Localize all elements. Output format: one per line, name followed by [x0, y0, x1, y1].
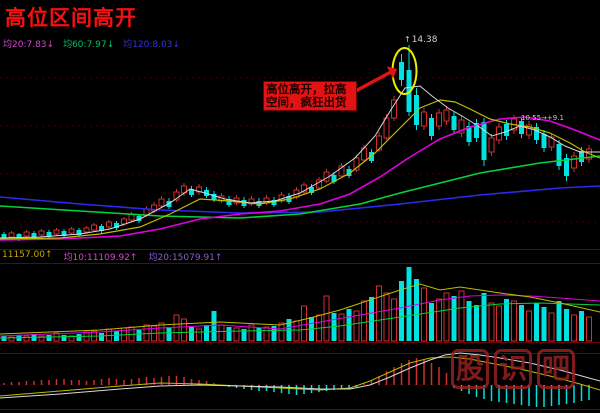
annotation-callout-box: 高位高开，拉高 空间，疯狂出货 — [263, 81, 357, 111]
high-price-marker: ↑ 14.38 — [404, 35, 437, 45]
volume-ma20-label: 均20:15079.91↑ — [148, 253, 223, 263]
volume-indicator-row: 11157.00↑ 均10:11109.92↑ 均20:15079.91↑ — [2, 250, 222, 263]
watermark-char: 识 — [494, 349, 533, 389]
ma120-label: 均120:8.03↓ — [123, 40, 180, 50]
watermark-char: 股 — [451, 349, 490, 389]
ma60-label: 均60:7.97↓ — [63, 40, 115, 50]
high-price-value: 14.38 — [411, 35, 438, 45]
watermark-char: 吧 — [537, 349, 576, 389]
watermark-stamp: 股 识 吧 — [451, 349, 576, 389]
last-price-hint: 10.55→+9.1 — [521, 114, 564, 122]
annotation-line-1: 高位高开，拉高 — [266, 82, 347, 96]
main-ma-indicator-row: 均20:7.83↓ 均60:7.97↓ 均120:8.03↓ — [3, 37, 180, 50]
annotation-line-2: 空间，疯狂出货 — [266, 95, 347, 109]
volume-ma10-label: 均10:11109.92↑ — [63, 253, 138, 263]
volume-value-label: 11157.00↑ — [2, 250, 53, 260]
up-arrow-icon: ↑ — [404, 35, 411, 44]
ma20-label: 均20:7.83↓ — [3, 40, 55, 50]
chart-title: 高位区间高开 — [5, 6, 137, 30]
